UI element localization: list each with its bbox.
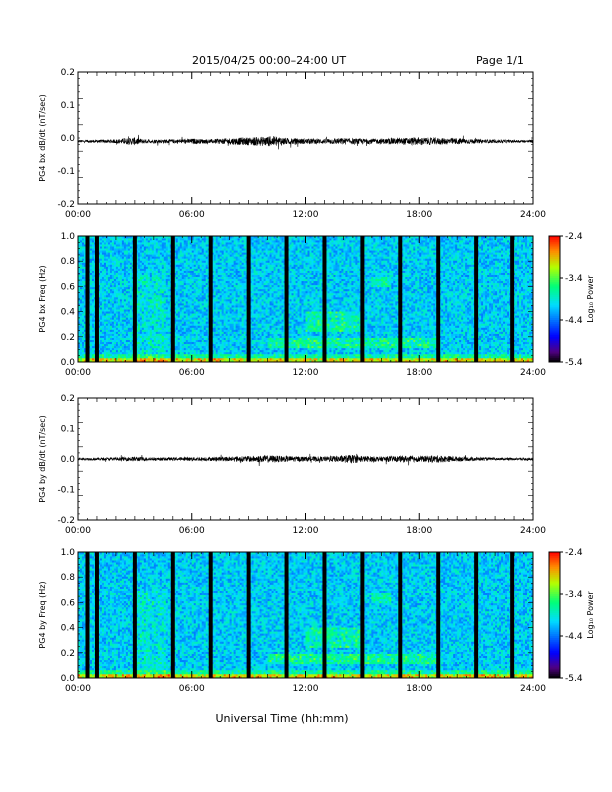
y-tick-label: 0.0	[61, 674, 76, 684]
colorbar-tick-label: -2.4	[565, 232, 583, 242]
x-tick-label: 06:00	[179, 526, 205, 536]
data-gap	[510, 236, 514, 362]
spectrogram-cells	[78, 552, 533, 678]
panel-3: 00:00 06:00 12:00 18:00 24:00 0.2 0.1 0.0 -0.1 -0…	[38, 394, 546, 536]
colorbar-tick-label: -3.4	[565, 590, 583, 600]
data-gap	[133, 236, 137, 362]
x-tick-label: 00:00	[65, 368, 91, 378]
x-tick-label: 00:00	[65, 210, 91, 220]
data-gap	[398, 552, 402, 678]
spectrogram-cells	[78, 236, 533, 362]
y-tick-label: 0.2	[61, 394, 75, 404]
y-tick-label: 0.4	[61, 624, 76, 634]
x-tick-label: 18:00	[406, 526, 432, 536]
x-tick-label: 18:00	[406, 684, 432, 694]
y-tick-label: 0.2	[61, 68, 75, 78]
data-gap	[247, 236, 251, 362]
y-tick-label: -0.2	[57, 200, 75, 210]
y-tick-label: 0.1	[61, 425, 75, 435]
y-tick-label: 1.0	[61, 232, 76, 242]
y-axis-title: PG4 bx dB/dt (nT/sec)	[38, 94, 47, 181]
y-axis-title: PG4 by Freq (Hz)	[38, 581, 47, 648]
data-gap	[95, 236, 99, 362]
y-tick-label: -0.1	[57, 167, 75, 177]
x-tick-label: 00:00	[65, 526, 91, 536]
plot-frame	[78, 72, 533, 204]
x-tick-label: 24:00	[520, 368, 546, 378]
data-gap	[436, 236, 440, 362]
data-gap	[360, 236, 364, 362]
colorbar-label: Log₁₀ Power	[586, 591, 595, 639]
data-gap	[436, 552, 440, 678]
y-tick-label: 0.2	[61, 649, 75, 659]
colorbar-tick-label: -3.4	[565, 274, 583, 284]
y-axis-title: PG4 by dB/dt (nT/sec)	[38, 415, 47, 502]
data-line	[78, 135, 533, 149]
data-gap	[285, 236, 289, 362]
x-tick-label: 24:00	[520, 684, 546, 694]
x-tick-label: 06:00	[179, 684, 205, 694]
x-axis-title: Universal Time (hh:mm)	[216, 712, 349, 725]
x-tick-label: 06:00	[179, 368, 205, 378]
y-tick-label: 0.8	[61, 257, 76, 267]
data-gap	[360, 552, 364, 678]
data-gap	[247, 552, 251, 678]
x-tick-label: 18:00	[406, 368, 432, 378]
y-tick-label: -0.2	[57, 516, 75, 526]
data-gap	[133, 552, 137, 678]
y-tick-label: 0.0	[61, 358, 76, 368]
data-line	[78, 454, 533, 466]
colorbar-tick-label: -5.4	[565, 674, 583, 684]
data-gap	[95, 552, 99, 678]
x-tick-label: 12:00	[293, 368, 319, 378]
y-tick-label: 0.0	[61, 455, 76, 465]
y-tick-label: 0.2	[61, 333, 75, 343]
data-gap	[510, 552, 514, 678]
data-gap	[209, 236, 213, 362]
y-tick-label: -0.1	[57, 486, 75, 496]
y-tick-label: 0.6	[61, 598, 76, 608]
x-tick-label: 18:00	[406, 210, 432, 220]
x-tick-label: 24:00	[520, 526, 546, 536]
colorbar-tick-label: -5.4	[565, 358, 583, 368]
x-tick-label: 00:00	[65, 684, 91, 694]
panel-4: -2.4 -3.4 -4.4 -5.4 Log₁₀ Power 00:00 06:00 12:…	[38, 548, 595, 694]
y-axis-title: PG4 bx Freq (Hz)	[38, 265, 47, 332]
data-gap	[85, 552, 89, 678]
data-gap	[474, 552, 478, 678]
data-gap	[322, 236, 326, 362]
y-tick-label: 1.0	[61, 548, 76, 558]
x-tick-label: 12:00	[293, 526, 319, 536]
y-tick-label: 0.4	[61, 308, 76, 318]
y-tick-label: 0.1	[61, 101, 75, 111]
data-gap	[322, 552, 326, 678]
y-tick-label: 0.0	[61, 134, 76, 144]
y-tick-label: 0.8	[61, 573, 76, 583]
data-gap	[171, 236, 175, 362]
data-gap	[398, 236, 402, 362]
panel-1: 00:00 06:00 12:00 18:00 24:00 0.2 0.1 0.0 -0.1 -0…	[38, 68, 546, 220]
y-tick-label: 0.6	[61, 282, 76, 292]
x-tick-label: 24:00	[520, 210, 546, 220]
colorbar-tick-label: -4.4	[565, 632, 583, 642]
data-gap	[209, 552, 213, 678]
colorbar-tick-label: -4.4	[565, 316, 583, 326]
colorbar-label: Log₁₀ Power	[586, 275, 595, 323]
data-gap	[285, 552, 289, 678]
panel-2: -2.4 -3.4 -4.4 -5.4 Log₁₀ Power 00:00 06:00 12:…	[38, 232, 595, 378]
data-gap	[171, 552, 175, 678]
x-tick-label: 06:00	[179, 210, 205, 220]
plot-area: Universal Time (hh:mm) 00:00 06:00 12:00 18…	[0, 0, 612, 792]
x-tick-label: 12:00	[293, 210, 319, 220]
data-gap	[85, 236, 89, 362]
colorbar-tick-label: -2.4	[565, 548, 583, 558]
data-gap	[474, 236, 478, 362]
x-tick-label: 12:00	[293, 684, 319, 694]
